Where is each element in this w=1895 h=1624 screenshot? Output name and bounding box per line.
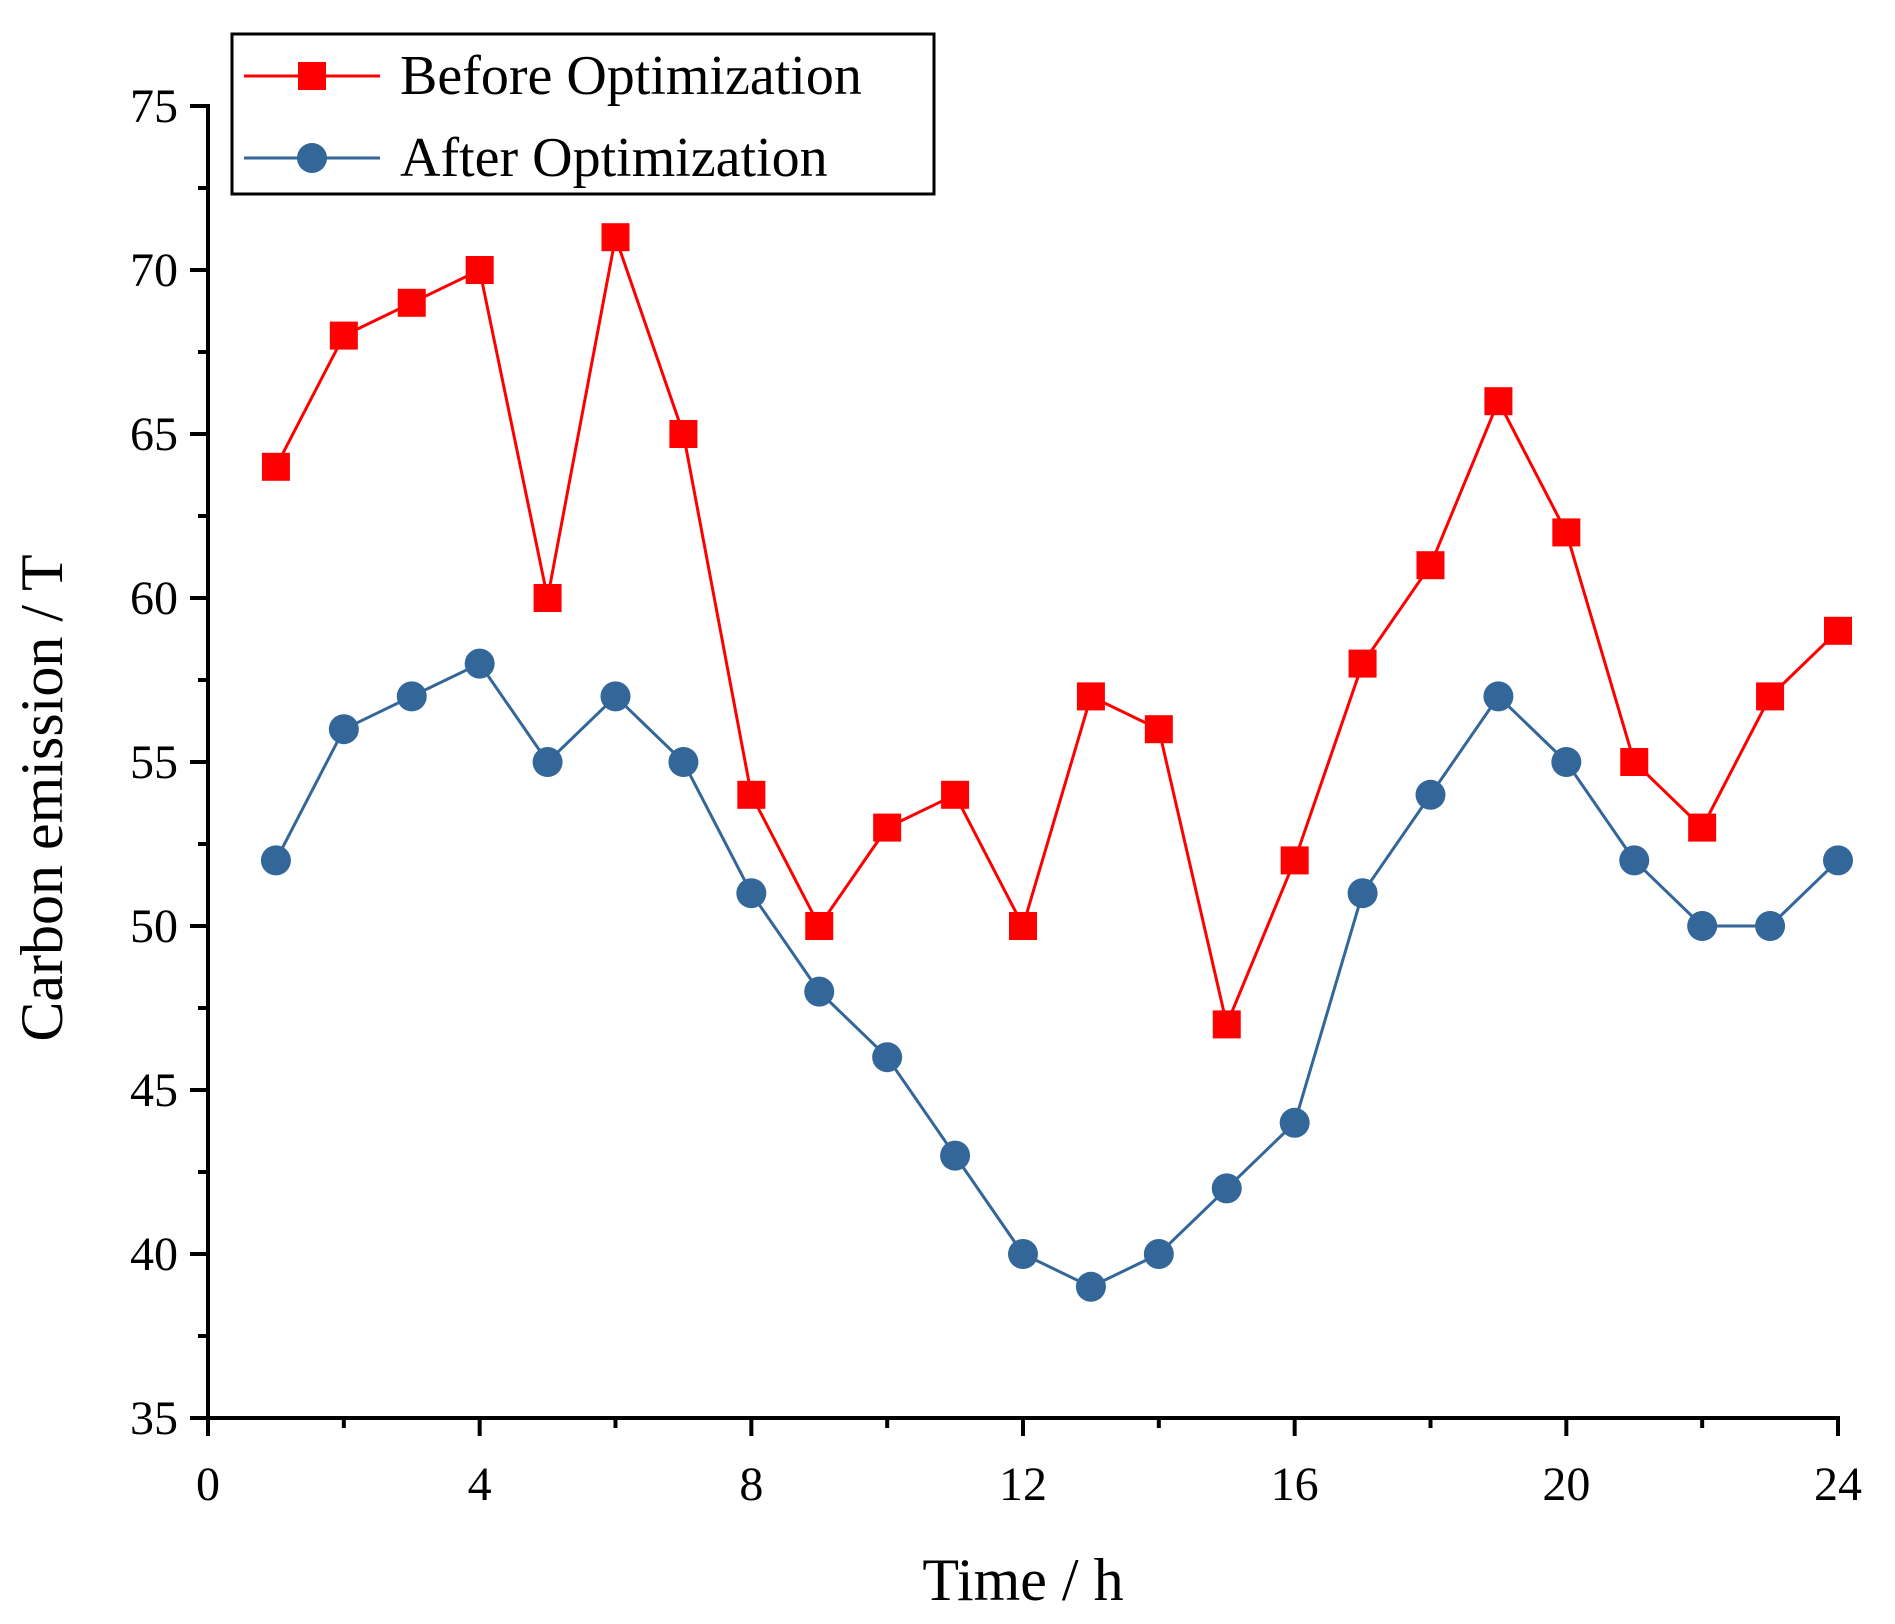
series-before-optimization bbox=[261, 223, 1852, 1039]
series-layer bbox=[260, 223, 1853, 1302]
data-point-square bbox=[737, 780, 766, 809]
data-point-square bbox=[1144, 715, 1173, 744]
data-point-square bbox=[1484, 387, 1513, 416]
data-point-circle bbox=[736, 878, 767, 909]
data-point-square bbox=[533, 584, 562, 612]
legend-item: After Optimization bbox=[244, 127, 828, 189]
data-point-circle bbox=[1823, 845, 1853, 876]
y-tick-label: 70 bbox=[130, 244, 178, 297]
data-point-square bbox=[669, 420, 698, 448]
data-point-square bbox=[1009, 912, 1037, 940]
data-point-circle bbox=[1143, 1239, 1174, 1269]
data-point-square bbox=[261, 452, 290, 481]
x-tick-label: 24 bbox=[1814, 1458, 1862, 1511]
data-point-square bbox=[465, 256, 494, 284]
data-point-circle bbox=[1279, 1107, 1310, 1138]
data-point-square bbox=[1688, 813, 1717, 842]
data-point-square bbox=[1824, 616, 1852, 645]
data-point-square bbox=[805, 912, 834, 940]
legend-items: Before Optimization After Optimization bbox=[244, 45, 862, 189]
data-point-square bbox=[1076, 682, 1105, 711]
data-point-circle bbox=[1687, 911, 1718, 941]
data-point-circle bbox=[1619, 845, 1650, 876]
legend-label: After Optimization bbox=[400, 127, 828, 189]
data-point-circle bbox=[1075, 1271, 1106, 1302]
data-point-square bbox=[873, 813, 902, 842]
data-point-circle bbox=[1483, 681, 1514, 712]
y-tick-label: 55 bbox=[130, 736, 178, 789]
data-point-circle bbox=[1008, 1239, 1038, 1269]
data-point-circle bbox=[804, 976, 835, 1007]
legend: Before Optimization After Optimization bbox=[230, 32, 936, 196]
x-ticks: 0 4 8 12 16 20 24 bbox=[196, 1418, 1862, 1511]
data-point-circle bbox=[940, 1140, 971, 1171]
data-point-circle bbox=[1415, 779, 1446, 810]
legend-marker-circle bbox=[297, 143, 327, 173]
x-tick-label: 4 bbox=[468, 1458, 492, 1511]
y-tick-label: 65 bbox=[130, 408, 178, 461]
x-tick-label: 0 bbox=[196, 1458, 220, 1511]
data-point-circle bbox=[668, 747, 699, 777]
data-point-square bbox=[1348, 649, 1377, 678]
y-tick-label: 75 bbox=[130, 80, 178, 133]
series-after-optimization bbox=[260, 648, 1853, 1302]
data-point-circle bbox=[1211, 1173, 1242, 1204]
x-axis-title: Time / h bbox=[922, 1547, 1123, 1613]
x-tick-label: 12 bbox=[999, 1458, 1047, 1511]
axes: 35 40 45 50 55 60 65 70 75 0 4 8 12 16 20 24 bbox=[130, 80, 1862, 1511]
data-point-circle bbox=[1347, 878, 1378, 909]
data-point-square bbox=[1212, 1010, 1241, 1039]
data-point-circle bbox=[260, 845, 291, 876]
x-tick-label: 16 bbox=[1271, 1458, 1319, 1511]
data-point-circle bbox=[1755, 911, 1786, 941]
data-point-square bbox=[1756, 682, 1785, 711]
data-point-circle bbox=[600, 681, 631, 712]
data-point-square bbox=[329, 321, 358, 350]
y-ticks: 35 40 45 50 55 60 65 70 75 bbox=[130, 80, 208, 1445]
data-point-square bbox=[1416, 551, 1445, 580]
y-tick-label: 50 bbox=[130, 900, 178, 953]
data-point-square bbox=[1620, 748, 1649, 776]
x-tick-label: 20 bbox=[1542, 1458, 1590, 1511]
y-tick-label: 45 bbox=[130, 1064, 178, 1117]
legend-item: Before Optimization bbox=[244, 45, 862, 107]
data-point-circle bbox=[328, 714, 359, 745]
data-point-circle bbox=[532, 747, 563, 777]
data-point-circle bbox=[872, 1042, 903, 1073]
legend-box bbox=[230, 32, 936, 196]
data-point-square bbox=[941, 780, 970, 809]
y-axis-title: Carbon emission / T bbox=[9, 554, 75, 1041]
y-tick-label: 40 bbox=[130, 1228, 178, 1281]
y-tick-label: 60 bbox=[130, 572, 178, 625]
series-line bbox=[274, 661, 1840, 1289]
legend-marker-square bbox=[298, 62, 326, 90]
x-tick-label: 8 bbox=[739, 1458, 763, 1511]
data-point-square bbox=[397, 288, 426, 317]
y-tick-label: 35 bbox=[130, 1392, 178, 1445]
data-point-square bbox=[601, 223, 630, 252]
data-point-square bbox=[1280, 846, 1309, 875]
series-line bbox=[274, 231, 1840, 1030]
data-point-circle bbox=[396, 681, 427, 712]
legend-label: Before Optimization bbox=[400, 45, 862, 107]
data-point-circle bbox=[1551, 747, 1582, 777]
data-point-circle bbox=[464, 648, 495, 679]
data-point-square bbox=[1552, 518, 1581, 547]
